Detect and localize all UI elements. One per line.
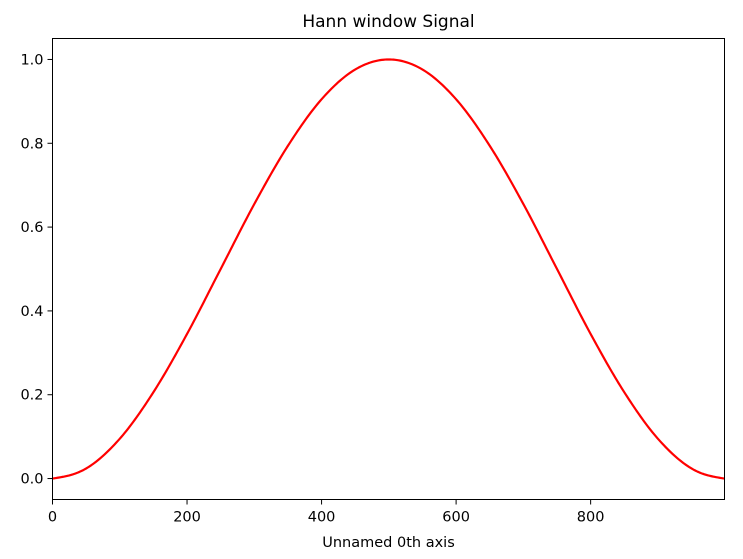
chart-title: Hann window Signal [302,12,474,32]
series-line-hann [52,58,725,480]
x-axis-ticks: 0 200 400 600 800 [48,499,605,526]
y-tick-label: 1.0 [20,52,43,68]
x-tick-label: 800 [577,510,605,526]
y-tick-label: 0.4 [20,304,43,320]
y-tick-label: 0.8 [20,136,43,152]
x-tick-label: 400 [308,510,336,526]
y-tick-label: 0.2 [20,388,43,404]
y-axis-ticks: 0.0 0.2 0.4 0.6 0.8 1.0 [20,52,53,488]
x-axis-label: Unnamed 0th axis [322,535,455,551]
x-tick-label: 0 [48,510,57,526]
axes-frame [52,38,725,500]
y-tick-label: 0.6 [20,220,43,236]
x-tick-label: 600 [442,510,470,526]
y-tick-label: 0.0 [20,472,43,488]
plot-area [52,58,725,480]
x-tick-label: 200 [173,510,201,526]
